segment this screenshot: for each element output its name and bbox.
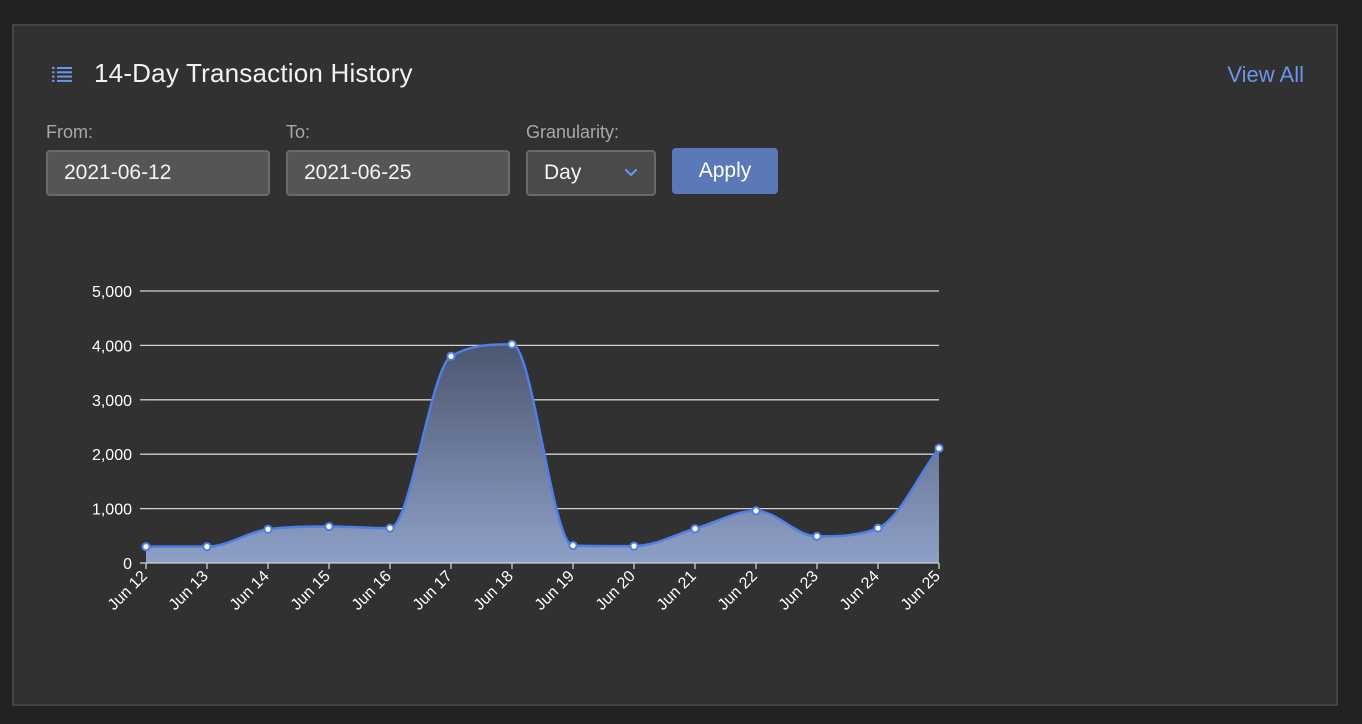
data-point: [446, 351, 456, 361]
from-label: From:: [46, 122, 93, 142]
to-date-input[interactable]: [286, 150, 510, 196]
y-tick-label: 3,000: [92, 393, 132, 410]
data-point: [751, 506, 761, 516]
x-tick-label: Jun 15: [288, 568, 334, 614]
y-tick-label: 4,000: [92, 338, 132, 355]
y-tick-label: 0: [123, 556, 132, 573]
x-tick-label: Jun 17: [410, 568, 456, 614]
list-icon: [52, 66, 72, 82]
area-fill: [146, 344, 939, 563]
granularity-field: Granularity: Day: [526, 122, 656, 196]
x-tick-label: Jun 20: [593, 568, 639, 614]
x-tick-label: Jun 23: [776, 568, 822, 614]
y-tick-label: 5,000: [92, 284, 132, 301]
data-point: [507, 339, 517, 349]
granularity-label: Granularity:: [526, 122, 620, 142]
x-tick-label: Jun 18: [471, 568, 517, 614]
x-tick-label: Jun 24: [837, 568, 883, 614]
granularity-value: Day: [544, 161, 582, 184]
view-all-link[interactable]: View All: [1227, 62, 1304, 87]
y-tick-label: 1,000: [92, 502, 132, 519]
data-points: [141, 339, 944, 552]
x-tick-label: Jun 25: [898, 568, 944, 614]
x-tick-label: Jun 19: [532, 568, 578, 614]
grid-lines: [146, 290, 939, 510]
area-series: [146, 343, 940, 563]
data-point: [629, 541, 639, 551]
data-point: [873, 523, 883, 533]
series-line: [146, 343, 940, 548]
to-field: To:: [286, 122, 510, 196]
data-point: [934, 443, 944, 453]
panel-header: 14-Day Transaction History: [52, 58, 413, 89]
data-point: [202, 542, 212, 552]
data-point: [690, 524, 700, 534]
from-date-input[interactable]: [46, 150, 270, 196]
data-point: [385, 523, 395, 533]
x-tick-label: Jun 21: [654, 568, 700, 614]
x-tick-label: Jun 12: [105, 568, 151, 614]
x-tick-label: Jun 22: [715, 568, 761, 614]
panel-title: 14-Day Transaction History: [94, 58, 413, 88]
x-tick-label: Jun 13: [166, 568, 212, 614]
from-field: From:: [46, 122, 270, 196]
data-point: [812, 531, 822, 541]
transaction-area-chart: 0 1,000 2,000 3,000 4,000 5,000 Jun 12 Jun 13 Ju…: [92, 284, 944, 614]
granularity-select[interactable]: Day: [526, 150, 656, 196]
data-point: [141, 542, 151, 552]
x-tick-label: Jun 16: [349, 568, 395, 614]
to-label: To:: [286, 122, 311, 142]
data-point: [568, 540, 578, 551]
data-point: [263, 524, 273, 534]
x-tick-label: Jun 14: [227, 568, 273, 614]
axes: [140, 290, 940, 569]
transaction-history-panel: 14-Day Transaction History View All From…: [12, 24, 1338, 706]
y-tick-label: 2,000: [92, 447, 132, 464]
data-point: [324, 521, 334, 532]
chevron-down-icon: [624, 168, 638, 177]
apply-button[interactable]: Apply: [672, 148, 778, 194]
